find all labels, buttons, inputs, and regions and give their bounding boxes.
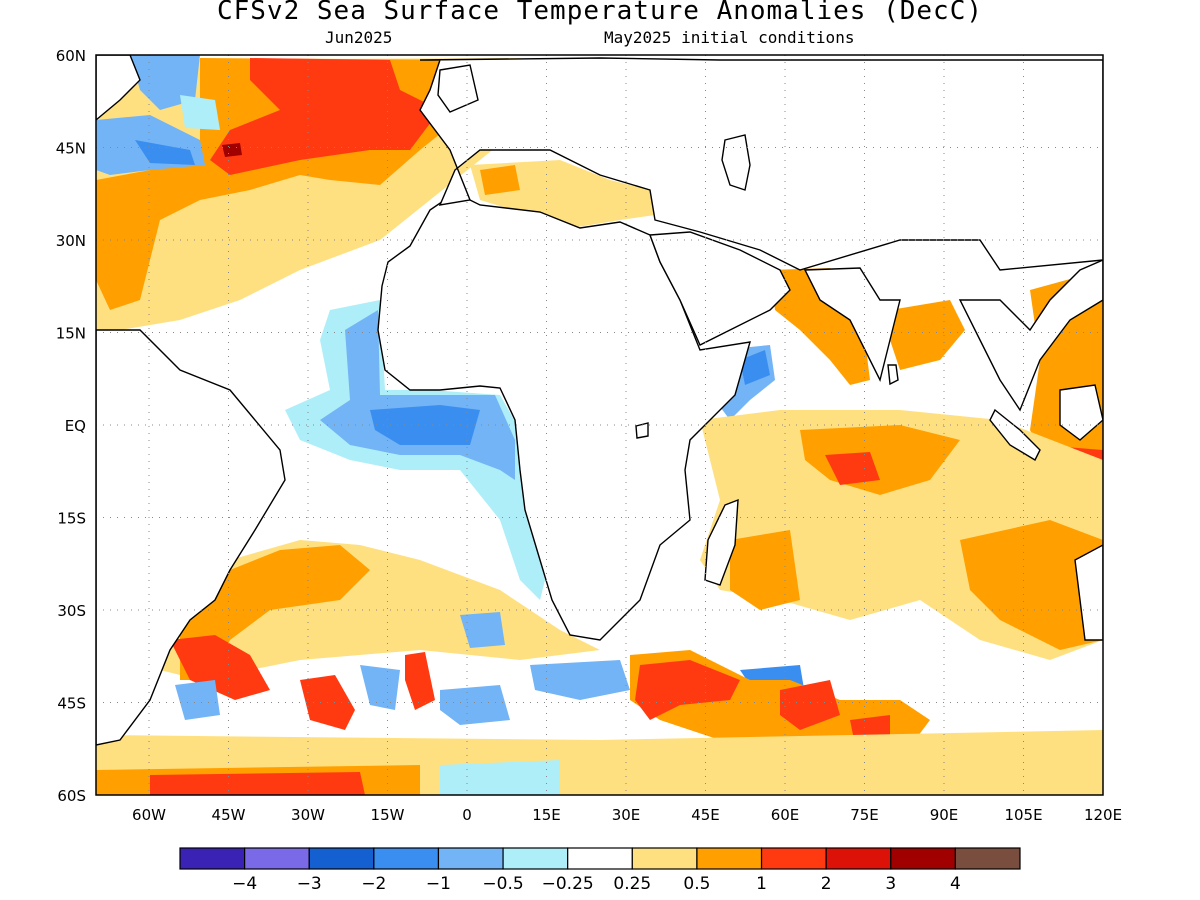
anomaly-mediterranean-orange	[480, 165, 520, 195]
colorbar-label: −2	[361, 874, 386, 894]
latitude-label: 60S	[57, 787, 86, 805]
lake-caspian	[721, 134, 751, 191]
longitude-labels: 60W 45W 30W 15W 0 15E 30E 45E 60E 75E 90E 105E 120E	[132, 806, 1122, 824]
colorbar-swatch	[567, 847, 633, 870]
colorbar-label: −3	[297, 874, 322, 894]
colorbar-label: −1	[426, 874, 451, 894]
colorbar-labels: −4 −3 −2 −1 −0.5 −0.25 0.25 0.5 1 2 3 4	[232, 874, 961, 894]
colorbar-label: 1	[756, 874, 767, 894]
land-southeast-asia	[958, 259, 1103, 412]
latitude-label: 15S	[57, 510, 86, 528]
land-north-america	[96, 55, 141, 121]
latitude-labels: 60N 45N 30N 15N EQ 15S 30S 45S 60S	[56, 47, 86, 805]
longitude-label: 60W	[132, 806, 166, 824]
lake-victoria	[635, 422, 649, 439]
longitude-label: 105E	[1004, 806, 1042, 824]
anomaly-southern-ocean-blue-5	[175, 680, 220, 720]
colorbar-swatch	[179, 847, 246, 870]
latitude-label: EQ	[65, 417, 86, 435]
longitude-label: 0	[462, 806, 472, 824]
colorbar-swatch	[373, 847, 440, 870]
map-frame	[95, 54, 1104, 796]
anomaly-southern-indian-red-2	[780, 680, 840, 730]
longitude-label: 30E	[612, 806, 641, 824]
longitude-label: 15W	[371, 806, 405, 824]
chart-title: CFSv2 Sea Surface Temperature Anomalies …	[216, 0, 984, 26]
colorbar-swatch	[437, 847, 504, 870]
land-india	[803, 267, 901, 383]
colorbar	[179, 847, 1021, 870]
land-south-america	[96, 329, 286, 746]
anomaly-north-atlantic-red	[210, 58, 440, 175]
coastlines	[96, 55, 1103, 746]
colorbar-swatch	[631, 847, 698, 870]
latitude-label: 15N	[56, 325, 86, 343]
colorbar-swatch	[502, 847, 569, 870]
colorbar-swatch	[696, 847, 763, 870]
latitude-label: 45S	[57, 695, 86, 713]
land-sri-lanka	[887, 364, 899, 386]
anomaly-south-atlantic-red-3	[405, 652, 435, 710]
anomaly-gulfstream-darkred	[222, 143, 242, 157]
anomaly-south-indian-orange	[730, 530, 800, 610]
anomaly-south-atlantic-red	[170, 635, 270, 700]
anomaly-south-atlantic-orange	[180, 545, 370, 680]
colorbar-label: −0.25	[542, 874, 594, 894]
anomaly-nw-atlantic-deepblue	[135, 140, 195, 165]
anomaly-southern-ocean-blue	[360, 665, 400, 710]
initial-conditions: May2025 initial conditions	[604, 28, 855, 47]
land-british-isles	[437, 64, 479, 113]
colorbar-swatch	[825, 847, 892, 870]
latitude-label: 60N	[56, 47, 86, 65]
colorbar-swatch	[244, 847, 310, 870]
latitude-label: 30S	[57, 602, 86, 620]
longitude-label: 120E	[1084, 806, 1122, 824]
colorbar-label: 2	[821, 874, 832, 894]
latitude-label: 45N	[56, 140, 86, 158]
colorbar-swatch	[308, 847, 375, 870]
anomaly-southern-ocean-blue-6	[460, 612, 505, 648]
land-sumatra	[989, 408, 1041, 461]
land-madagascar	[704, 498, 739, 586]
anomaly-far-south-red	[150, 772, 365, 795]
land-borneo	[1059, 384, 1103, 441]
anomaly-far-south-lightblue	[440, 760, 560, 795]
anomaly-indian-ocean-red	[825, 452, 880, 485]
colorbar-label: 4	[950, 874, 961, 894]
latitude-label: 30N	[56, 232, 86, 250]
colorbar-swatch	[760, 847, 827, 870]
colorbar-swatch	[954, 847, 1021, 870]
colorbar-label: −4	[232, 874, 257, 894]
longitude-label: 45E	[691, 806, 720, 824]
anomaly-southern-ocean-blue-3	[530, 660, 630, 700]
anomaly-somali-deepblue	[740, 350, 770, 385]
longitude-label: 30W	[291, 806, 325, 824]
land-australia	[1074, 544, 1103, 641]
longitude-label: 75E	[850, 806, 879, 824]
anomaly-southern-ocean-blue-2	[440, 685, 510, 725]
land-europe	[419, 57, 1103, 271]
longitude-label: 15E	[532, 806, 561, 824]
anomaly-labrador-lightblue	[180, 95, 220, 130]
forecast-month: Jun2025	[325, 28, 393, 47]
colorbar-label: 3	[885, 874, 896, 894]
grid-lines	[96, 55, 1103, 795]
anomaly-bay-of-bengal-orange	[890, 300, 965, 370]
longitude-label: 60E	[771, 806, 800, 824]
colorbar-label: 0.5	[683, 874, 710, 894]
colorbar-swatch	[890, 847, 956, 870]
colorbar-label: 0.25	[613, 874, 651, 894]
longitude-label: 90E	[930, 806, 959, 824]
longitude-label: 45W	[212, 806, 246, 824]
land-africa-eurasia	[377, 194, 751, 641]
anomaly-australia-west-orange	[960, 520, 1103, 650]
anomaly-southern-indian-red	[635, 660, 740, 720]
colorbar-label: −0.5	[482, 874, 523, 894]
land-arabia	[649, 231, 791, 346]
